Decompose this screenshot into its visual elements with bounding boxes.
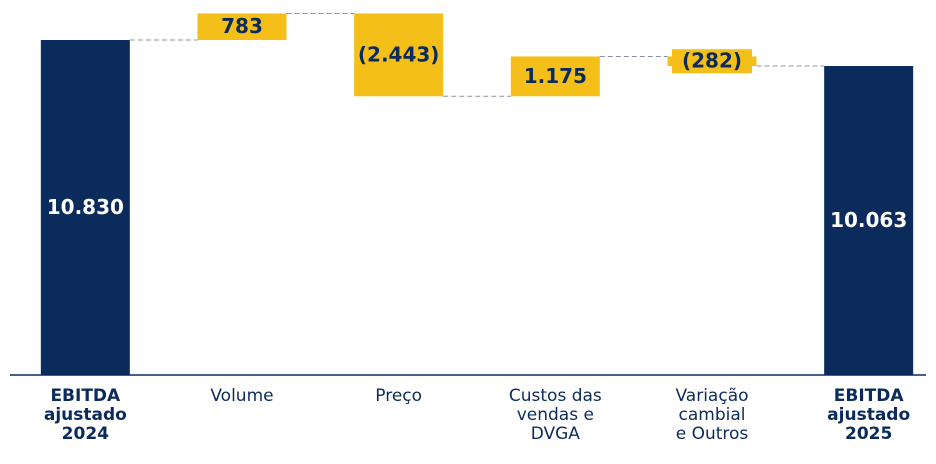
bar <box>824 66 914 375</box>
x-tick-label: ajustado <box>44 405 127 425</box>
x-tick-label: EBITDA <box>834 386 905 406</box>
bar <box>197 13 287 41</box>
value-label: 1.175 <box>524 64 587 88</box>
bar <box>354 13 444 97</box>
x-tick-label: e Outros <box>676 424 749 444</box>
value-label: (2.443) <box>358 42 440 66</box>
value-label: (282) <box>682 49 742 73</box>
x-tick-label: 2025 <box>845 424 892 444</box>
x-tick-label: Volume <box>210 386 273 406</box>
x-tick-label: ajustado <box>827 405 910 425</box>
value-label: 10.830 <box>47 195 124 219</box>
value-label: 783 <box>221 14 263 38</box>
x-tick-label: Preço <box>375 386 422 406</box>
x-tick-label: 2024 <box>62 424 109 444</box>
x-tick-label: vendas e <box>517 405 594 425</box>
label-bg <box>672 49 752 74</box>
bar <box>510 56 600 97</box>
x-tick-label: Variação <box>675 386 748 406</box>
x-tick-label: cambial <box>679 405 746 425</box>
x-tick-label: Custos das <box>509 386 602 406</box>
value-label: 10.063 <box>830 208 907 232</box>
x-tick-label: DVGA <box>531 424 581 444</box>
x-tick-label: EBITDA <box>50 386 121 406</box>
bar <box>40 40 130 376</box>
